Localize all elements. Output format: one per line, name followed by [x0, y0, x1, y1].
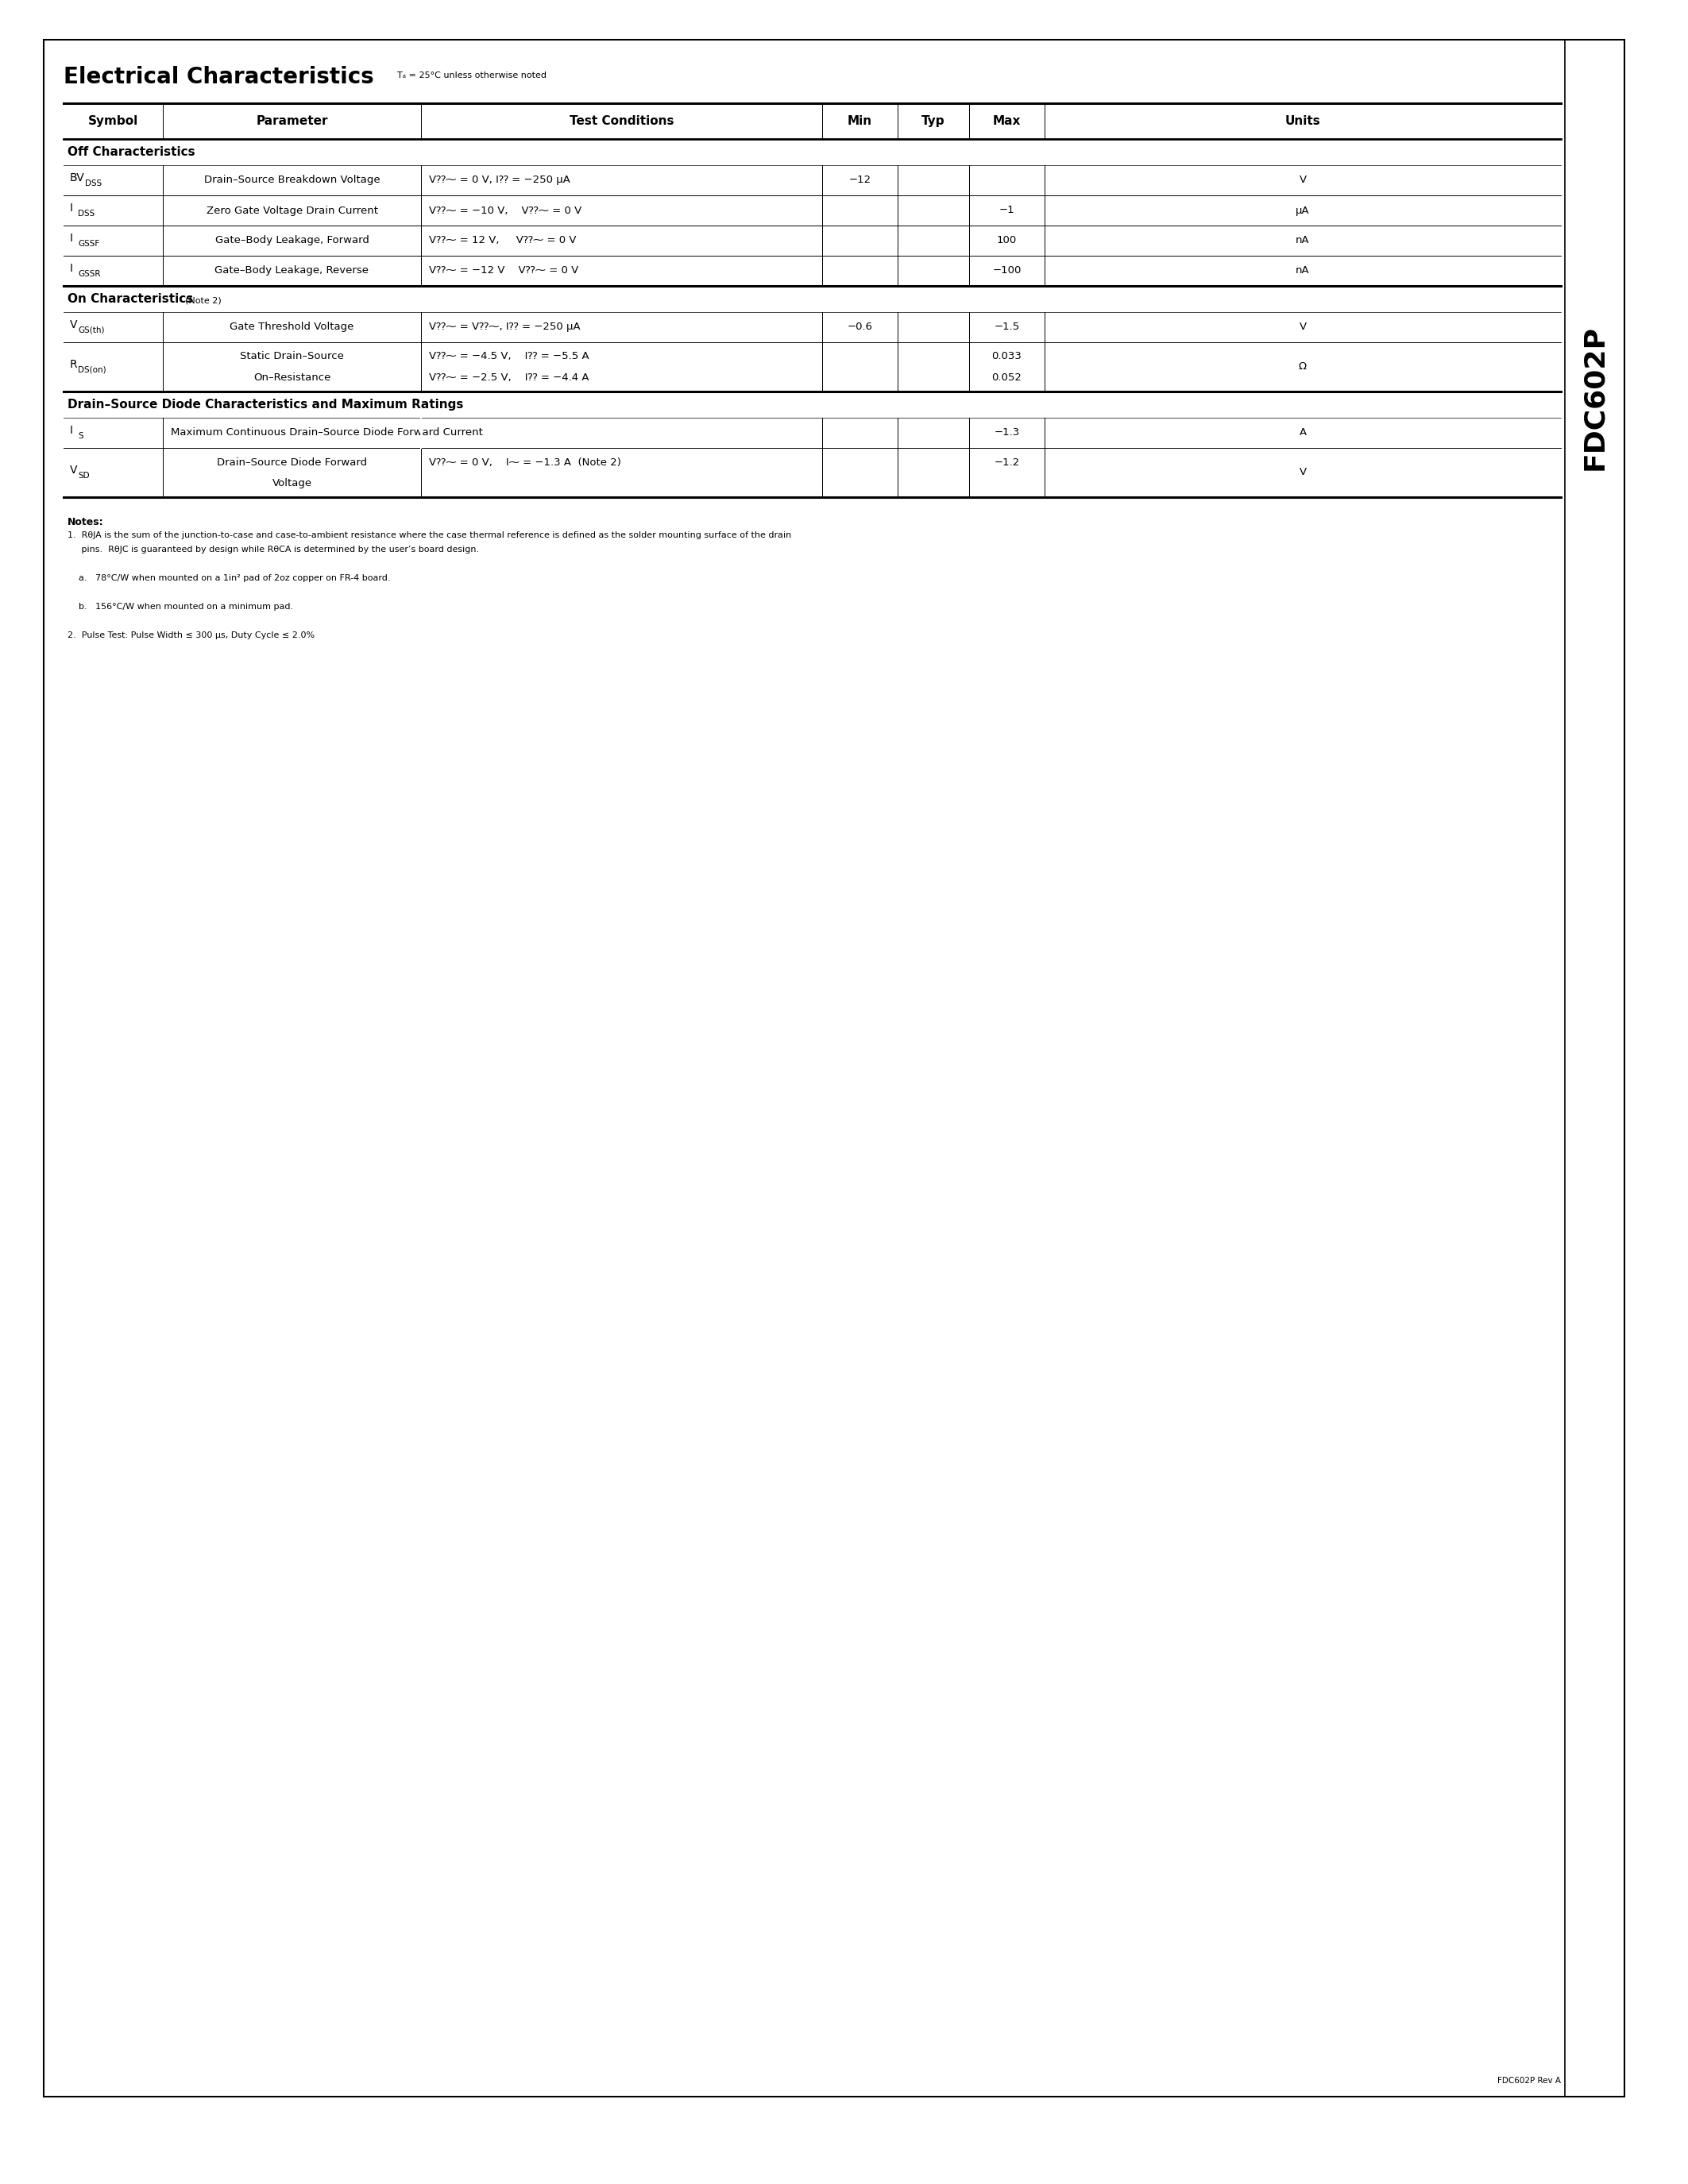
- Text: 0.033: 0.033: [993, 352, 1021, 360]
- Text: V⁇⁓ = −4.5 V,    I⁇ = −5.5 A: V⁇⁓ = −4.5 V, I⁇ = −5.5 A: [429, 352, 589, 360]
- Text: Min: Min: [847, 116, 873, 127]
- Text: A: A: [1300, 428, 1307, 439]
- Text: −1: −1: [999, 205, 1014, 216]
- Text: Gate–Body Leakage, Forward: Gate–Body Leakage, Forward: [214, 236, 370, 247]
- Text: V⁇⁓ = V⁇⁓, I⁇ = −250 μA: V⁇⁓ = V⁇⁓, I⁇ = −250 μA: [429, 321, 581, 332]
- Text: DS(on): DS(on): [78, 367, 106, 373]
- Text: FDC602P Rev A: FDC602P Rev A: [1497, 2077, 1561, 2086]
- Text: nA: nA: [1296, 236, 1310, 247]
- Text: V: V: [1300, 175, 1307, 186]
- Text: FDC602P: FDC602P: [1582, 325, 1609, 470]
- Text: Units: Units: [1285, 116, 1320, 127]
- Text: −1.2: −1.2: [994, 456, 1020, 467]
- Text: 2.  Pulse Test: Pulse Width ≤ 300 μs, Duty Cycle ≤ 2.0%: 2. Pulse Test: Pulse Width ≤ 300 μs, Dut…: [68, 631, 314, 640]
- Text: Zero Gate Voltage Drain Current: Zero Gate Voltage Drain Current: [206, 205, 378, 216]
- Text: Notes:: Notes:: [68, 518, 103, 526]
- Text: Ω: Ω: [1298, 363, 1307, 371]
- Text: BV: BV: [69, 173, 84, 183]
- Text: I: I: [69, 264, 73, 275]
- Text: On Characteristics: On Characteristics: [68, 293, 192, 306]
- Text: DSS: DSS: [78, 210, 95, 218]
- Text: V: V: [1300, 321, 1307, 332]
- Text: I: I: [69, 234, 73, 245]
- Text: R: R: [69, 360, 78, 371]
- Text: Gate–Body Leakage, Reverse: Gate–Body Leakage, Reverse: [214, 266, 370, 275]
- Text: V: V: [69, 319, 78, 330]
- Text: Symbol: Symbol: [88, 116, 138, 127]
- Text: Maximum Continuous Drain–Source Diode Forward Current: Maximum Continuous Drain–Source Diode Fo…: [170, 428, 483, 439]
- Text: I: I: [69, 426, 73, 437]
- Text: GS(th): GS(th): [78, 325, 105, 334]
- Text: b.   156°C/W when mounted on a minimum pad.: b. 156°C/W when mounted on a minimum pad…: [68, 603, 294, 612]
- Text: Gate Threshold Voltage: Gate Threshold Voltage: [230, 321, 354, 332]
- Text: 1.  RθJA is the sum of the junction-to-case and case-to-ambient resistance where: 1. RθJA is the sum of the junction-to-ca…: [68, 531, 792, 539]
- Text: nA: nA: [1296, 266, 1310, 275]
- Text: SD: SD: [78, 472, 89, 480]
- Text: V: V: [69, 465, 78, 476]
- Text: μA: μA: [1296, 205, 1310, 216]
- Text: Off Characteristics: Off Characteristics: [68, 146, 196, 157]
- Text: Voltage: Voltage: [272, 478, 312, 489]
- Text: Drain–Source Breakdown Voltage: Drain–Source Breakdown Voltage: [204, 175, 380, 186]
- Text: GSSF: GSSF: [78, 240, 100, 247]
- Text: Parameter: Parameter: [257, 116, 327, 127]
- Text: a.   78°C/W when mounted on a 1in² pad of 2oz copper on FR-4 board.: a. 78°C/W when mounted on a 1in² pad of …: [68, 574, 390, 583]
- Text: V⁇⁓ = −12 V    V⁇⁓ = 0 V: V⁇⁓ = −12 V V⁇⁓ = 0 V: [429, 266, 579, 275]
- Text: GSSR: GSSR: [78, 271, 101, 277]
- Text: Drain–Source Diode Forward: Drain–Source Diode Forward: [216, 456, 366, 467]
- Text: V: V: [1300, 467, 1307, 478]
- Text: Max: Max: [993, 116, 1021, 127]
- Text: −1.3: −1.3: [994, 428, 1020, 439]
- Text: 0.052: 0.052: [993, 373, 1021, 382]
- Text: V⁇⁓ = 0 V, I⁇ = −250 μA: V⁇⁓ = 0 V, I⁇ = −250 μA: [429, 175, 571, 186]
- Text: Electrical Characteristics: Electrical Characteristics: [64, 66, 375, 87]
- Text: −0.6: −0.6: [847, 321, 873, 332]
- Text: On–Resistance: On–Resistance: [253, 373, 331, 382]
- Text: 100: 100: [998, 236, 1016, 247]
- Text: −100: −100: [993, 266, 1021, 275]
- Text: Typ: Typ: [922, 116, 945, 127]
- Text: −1.5: −1.5: [994, 321, 1020, 332]
- Text: Tₐ = 25°C unless otherwise noted: Tₐ = 25°C unless otherwise noted: [397, 72, 547, 79]
- Text: I: I: [69, 203, 73, 214]
- Text: Static Drain–Source: Static Drain–Source: [240, 352, 344, 360]
- Text: V⁇⁓ = −10 V,    V⁇⁓ = 0 V: V⁇⁓ = −10 V, V⁇⁓ = 0 V: [429, 205, 582, 216]
- Text: V⁇⁓ = 12 V,     V⁇⁓ = 0 V: V⁇⁓ = 12 V, V⁇⁓ = 0 V: [429, 236, 576, 247]
- Text: V⁇⁓ = −2.5 V,    I⁇ = −4.4 A: V⁇⁓ = −2.5 V, I⁇ = −4.4 A: [429, 373, 589, 382]
- Text: Test Conditions: Test Conditions: [569, 116, 674, 127]
- Text: Drain–Source Diode Characteristics and Maximum Ratings: Drain–Source Diode Characteristics and M…: [68, 400, 464, 411]
- Text: pins.  RθJC is guaranteed by design while RθCA is determined by the user’s board: pins. RθJC is guaranteed by design while…: [68, 546, 479, 553]
- Text: (Note 2): (Note 2): [184, 297, 221, 304]
- Text: DSS: DSS: [84, 179, 101, 188]
- Text: V⁇⁓ = 0 V,    I⁓ = −1.3 A  (Note 2): V⁇⁓ = 0 V, I⁓ = −1.3 A (Note 2): [429, 456, 621, 467]
- Text: S: S: [78, 432, 83, 439]
- Text: −12: −12: [849, 175, 871, 186]
